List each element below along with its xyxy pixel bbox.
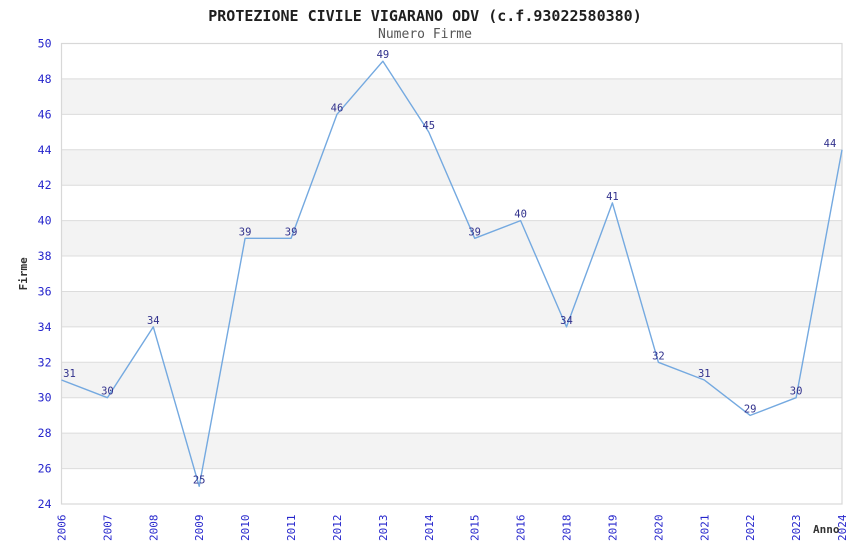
- x-tick-label: 2024: [836, 514, 849, 541]
- y-tick-label: 40: [38, 214, 52, 228]
- data-label: 31: [698, 368, 711, 380]
- x-tick-label: 2013: [377, 515, 390, 542]
- y-tick-label: 36: [38, 285, 52, 299]
- y-tick-label: 26: [38, 462, 52, 476]
- y-tick-label: 38: [38, 249, 52, 263]
- y-tick-label: 46: [38, 107, 52, 121]
- plot-band: [61, 362, 842, 398]
- data-label: 49: [377, 49, 390, 61]
- chart-title: PROTEZIONE CIVILE VIGARANO ODV (c.f.9302…: [208, 7, 642, 25]
- plot-band: [61, 78, 842, 115]
- data-label: 39: [239, 226, 252, 238]
- y-tick-label: 34: [38, 320, 52, 334]
- x-tick-label: 2014: [423, 514, 436, 541]
- plot-band: [61, 220, 842, 257]
- x-tick-label: 2008: [147, 515, 160, 542]
- x-axis-label: Anno: [813, 523, 840, 536]
- data-label: 45: [422, 120, 435, 132]
- data-label: 46: [331, 102, 344, 114]
- x-tick-label: 2006: [56, 515, 69, 542]
- x-tick-label: 2010: [239, 515, 252, 542]
- data-line: [61, 60, 843, 487]
- data-label: 39: [285, 226, 298, 238]
- y-tick-label: 44: [38, 143, 52, 157]
- y-tick-label: 32: [38, 355, 52, 369]
- data-label: 30: [790, 386, 803, 398]
- data-label: 39: [468, 226, 481, 238]
- y-tick-label: 30: [38, 391, 52, 405]
- data-label: 25: [193, 474, 206, 486]
- data-label: 41: [606, 191, 619, 203]
- plot-border: [60, 42, 843, 505]
- y-tick-label: 24: [38, 497, 52, 511]
- data-label: 30: [101, 386, 114, 398]
- x-tick-label: 2015: [469, 515, 482, 542]
- x-tick-label: 2023: [790, 515, 803, 542]
- y-tick-label: 42: [38, 178, 52, 192]
- data-label: 29: [744, 403, 757, 415]
- x-tick-label: 2012: [331, 515, 344, 542]
- y-axis-label: Firme: [17, 257, 30, 290]
- data-label: 34: [147, 315, 160, 327]
- data-label: 32: [652, 350, 665, 362]
- y-tick-label: 28: [38, 426, 52, 440]
- plot-band: [61, 433, 842, 469]
- plot-band: [61, 291, 842, 327]
- x-tick-label: 2020: [652, 515, 665, 542]
- x-tick-label: 2011: [285, 515, 298, 542]
- x-tick-label: 2022: [744, 515, 757, 542]
- plot-band: [61, 149, 842, 186]
- data-label: 31: [63, 368, 76, 380]
- x-tick-label: 2016: [515, 515, 528, 542]
- y-tick-label: 48: [38, 72, 52, 86]
- data-label: 44: [824, 138, 837, 150]
- data-label: 40: [514, 209, 527, 221]
- x-tick-label: 2009: [193, 515, 206, 542]
- y-tick-label: 50: [38, 37, 52, 51]
- x-tick-label: 2007: [101, 515, 114, 542]
- chart-subtitle: Numero Firme: [378, 27, 472, 42]
- x-tick-label: 2021: [698, 515, 711, 542]
- x-tick-label: 2018: [561, 515, 574, 542]
- x-tick-label: 2019: [606, 515, 619, 542]
- data-label: 34: [560, 315, 573, 327]
